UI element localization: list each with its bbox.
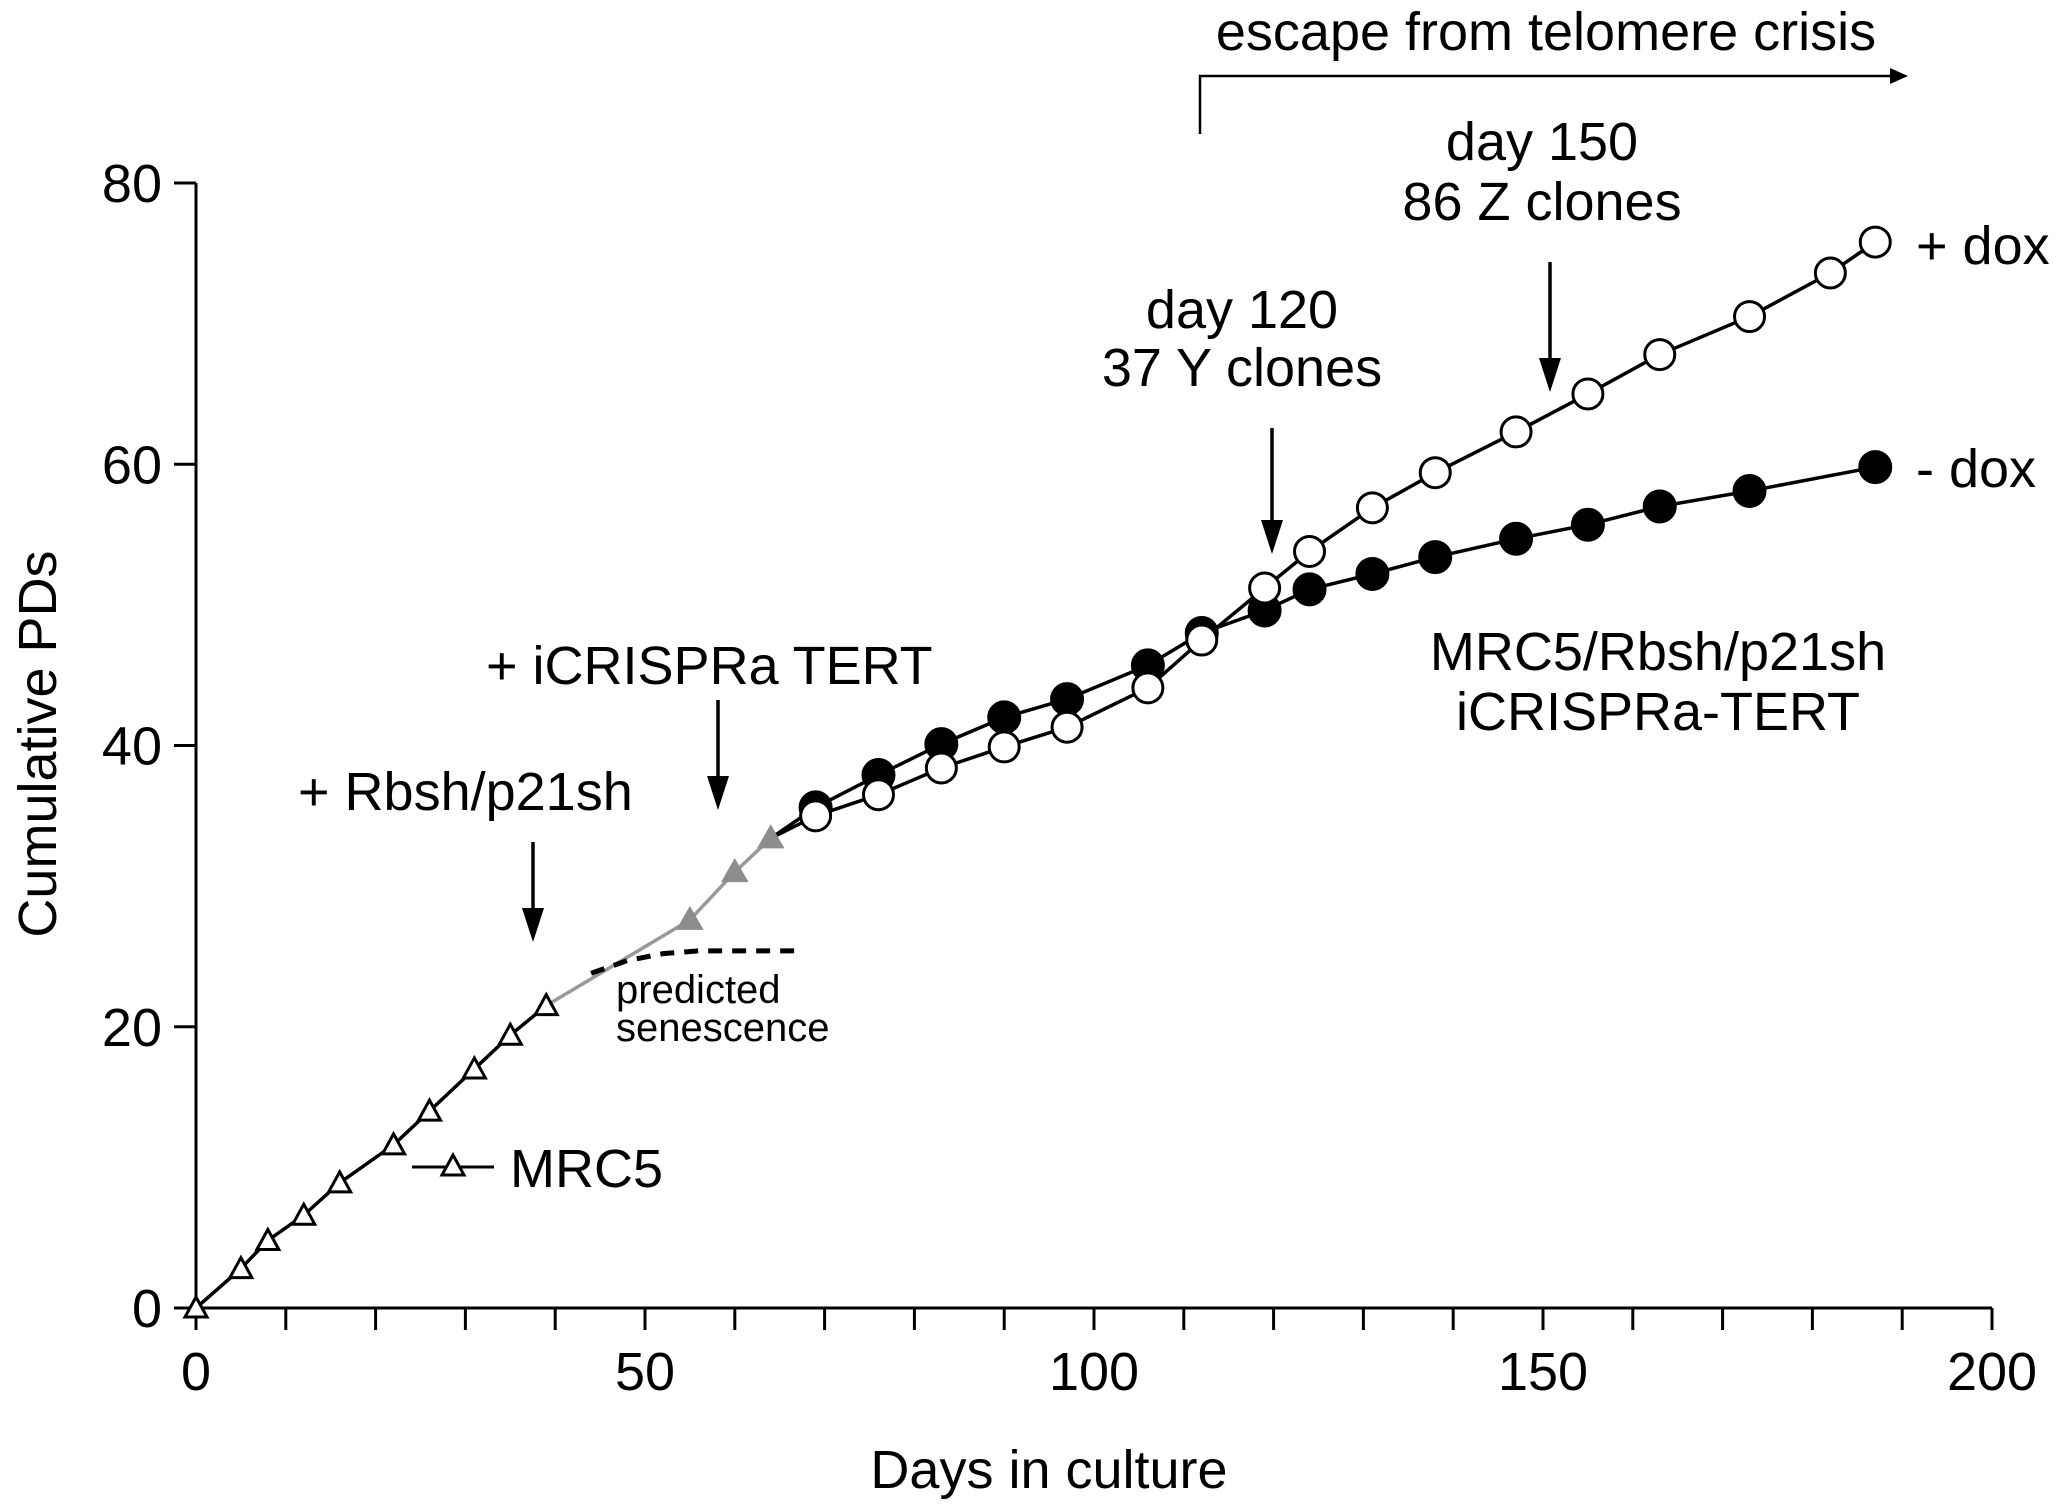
series-markers <box>182 225 1893 1319</box>
x-tick-label: 150 <box>1498 1342 1588 1402</box>
data-point-plus-dox <box>1050 710 1084 744</box>
axis-ticks: 0 50 100 150 200 0 20 40 60 80 <box>102 154 2037 1402</box>
data-point-plus-dox <box>1858 225 1892 259</box>
data-point-plus-dox <box>799 799 833 833</box>
x-tick-label: 0 <box>181 1342 211 1402</box>
axes <box>194 183 1992 1310</box>
escape-bracket-arrow <box>1198 68 1908 134</box>
cell-line-label-line1: MRC5/Rbsh/p21sh <box>1430 622 1886 682</box>
x-axis-title: Days in culture <box>870 1440 1227 1500</box>
data-point-plus-dox <box>1248 571 1282 605</box>
data-point-mrc5 <box>415 1097 444 1122</box>
y-tick-label: 80 <box>102 154 162 214</box>
day150-label-line1: day 150 <box>1446 112 1638 172</box>
data-point-minus-dox <box>1418 540 1453 575</box>
predicted-label-line1: predicted <box>616 968 781 1012</box>
data-point-minus-dox <box>1292 572 1327 607</box>
data-point-plus-dox <box>987 730 1021 764</box>
y-tick-label: 60 <box>102 435 162 495</box>
data-point-minus-dox <box>1499 521 1534 556</box>
annotation-arrows <box>522 68 1908 942</box>
data-point-mrc5 <box>290 1201 318 1226</box>
data-point-minus-dox <box>1050 682 1085 717</box>
data-point-plus-dox <box>1185 623 1219 657</box>
data-point-mrc5 <box>227 1254 255 1280</box>
day150-arrow <box>1539 262 1561 392</box>
mrc5-legend-marker <box>439 1151 467 1177</box>
cell-line-label-line2: iCRISPRa-TERT <box>1456 682 1860 742</box>
data-point-minus-dox <box>1570 507 1605 542</box>
data-point-minus-dox <box>987 700 1022 735</box>
day120-arrow <box>1261 428 1283 554</box>
data-point-plus-dox <box>1131 671 1165 705</box>
minus-dox-label: - dox <box>1916 439 2036 499</box>
data-point-mrc5 <box>460 1054 488 1080</box>
data-point-plus-dox <box>1418 456 1452 490</box>
day150-label-line2: 86 Z clones <box>1402 172 1681 232</box>
icrispra-arrow <box>707 700 729 810</box>
y-tick-label: 40 <box>102 717 162 777</box>
data-point-minus-dox <box>1355 556 1390 591</box>
data-point-rbsh <box>721 858 749 883</box>
icrispra-label: + iCRISPRa TERT <box>486 636 933 696</box>
escape-label: escape from telomere crisis <box>1216 2 1876 62</box>
data-point-mrc5 <box>496 1021 524 1046</box>
data-point-rbsh <box>756 824 785 849</box>
data-point-plus-dox <box>1293 534 1327 568</box>
data-point-plus-dox <box>1813 256 1847 290</box>
data-point-mrc5 <box>254 1226 282 1251</box>
data-point-minus-dox <box>1858 450 1893 485</box>
y-tick-label: 0 <box>132 1279 162 1339</box>
x-tick-label: 50 <box>615 1342 675 1402</box>
y-axis-title: Cumulative PDs <box>8 550 68 937</box>
rbsh-label: + Rbsh/p21sh <box>298 762 633 822</box>
data-point-minus-dox <box>1732 473 1767 508</box>
plus-dox-label: + dox <box>1916 216 2050 276</box>
x-tick-label: 200 <box>1947 1342 2037 1402</box>
data-point-plus-dox <box>861 778 895 812</box>
data-point-minus-dox <box>1642 489 1677 524</box>
y-tick-label: 20 <box>102 998 162 1058</box>
data-point-plus-dox <box>1733 300 1767 334</box>
day120-label-line1: day 120 <box>1146 280 1338 340</box>
data-point-plus-dox <box>1643 338 1677 372</box>
data-point-mrc5 <box>532 991 560 1017</box>
data-point-plus-dox <box>1355 491 1389 525</box>
data-point-plus-dox <box>924 751 958 785</box>
data-point-mrc5 <box>182 1293 210 1319</box>
data-point-plus-dox <box>1571 377 1605 411</box>
data-point-mrc5 <box>326 1168 354 1194</box>
series-line <box>194 1004 548 1310</box>
data-point-mrc5 <box>380 1130 408 1156</box>
predicted-label-line2: senescence <box>616 1006 829 1050</box>
mrc5-legend-label: MRC5 <box>510 1139 663 1199</box>
rbsh-arrow <box>522 842 544 942</box>
day120-label-line2: 37 Y clones <box>1102 338 1382 398</box>
x-tick-label: 100 <box>1049 1342 1139 1402</box>
data-point-plus-dox <box>1499 415 1533 449</box>
mrc5-legend: MRC5 <box>412 1139 663 1199</box>
data-point-rbsh <box>676 905 704 930</box>
